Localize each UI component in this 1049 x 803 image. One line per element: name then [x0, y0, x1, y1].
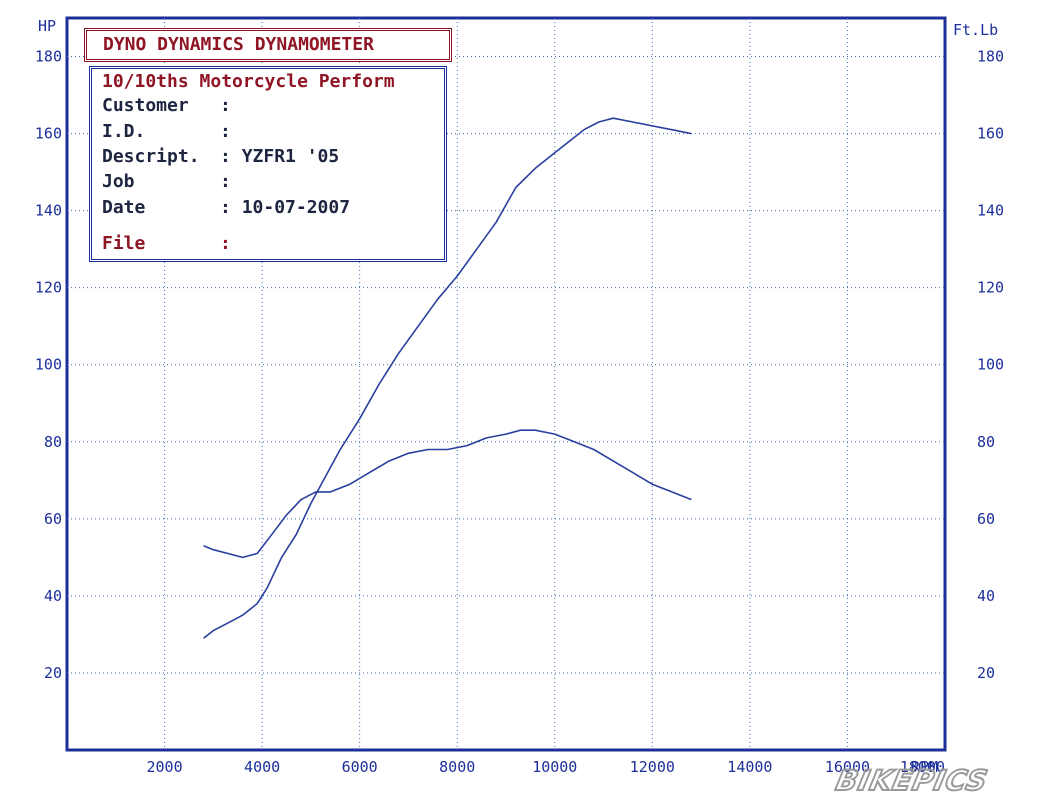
- y-tick-label-right: 100: [977, 356, 1004, 374]
- y-tick-label-left: 80: [44, 433, 62, 451]
- plot-frame: [65, 16, 947, 752]
- x-tick-label: 14000: [727, 758, 772, 776]
- info-label: Job: [102, 171, 135, 192]
- info-sep: :: [220, 121, 231, 142]
- y-tick-label-right: 60: [977, 510, 995, 528]
- y-tick-label-left: 20: [44, 664, 62, 682]
- info-box: DYNO DYNAMICS DYNAMOMETER 10/10ths Motor…: [84, 28, 452, 264]
- y-tick-label-right: 160: [977, 125, 1004, 143]
- y-tick-label-right: 180: [977, 48, 1004, 66]
- info-box-title: DYNO DYNAMICS DYNAMOMETER: [84, 28, 452, 62]
- info-label: Descript.: [102, 146, 200, 167]
- x-tick-label: 12000: [630, 758, 675, 776]
- bikepics-watermark-logo: BIKEPICS: [834, 764, 992, 796]
- info-label: File: [102, 233, 146, 254]
- y-tick-label-left: 60: [44, 510, 62, 528]
- y-axis-label-left: HP: [38, 17, 56, 35]
- x-tick-label: 18000: [900, 758, 945, 776]
- x-tick-label: 2000: [146, 758, 182, 776]
- info-label: I.D.: [102, 121, 146, 142]
- series-line-2: [203, 429, 692, 559]
- y-tick-label-right: 20: [977, 664, 995, 682]
- info-box-details: 10/10ths Motorcycle Perform Customer: I.…: [89, 66, 447, 262]
- y-tick-label-right: 80: [977, 433, 995, 451]
- info-label: Customer: [102, 95, 189, 116]
- x-tick-label: 16000: [825, 758, 870, 776]
- info-sep: :: [220, 146, 231, 167]
- y-tick-label-left: 120: [35, 279, 62, 297]
- info-row-descript: Descript.: YZFR1 '05: [102, 146, 339, 167]
- info-label: Date: [102, 197, 146, 218]
- y-tick-label-left: 40: [44, 587, 62, 605]
- y-tick-label-left: 160: [35, 125, 62, 143]
- x-axis-unit-label: RPM: [911, 758, 938, 776]
- info-row-id: I.D.:: [102, 121, 242, 142]
- y-tick-label-left: 180: [35, 48, 62, 66]
- y-axis-label-right: Ft.Lb: [953, 21, 998, 39]
- info-row-file: File:: [102, 233, 242, 254]
- info-sep: :: [220, 197, 231, 218]
- x-tick-label: 10000: [532, 758, 577, 776]
- info-value: 10-07-2007: [241, 197, 351, 218]
- x-tick-label: 4000: [244, 758, 280, 776]
- info-sep: :: [220, 95, 231, 116]
- info-sep: :: [220, 171, 231, 192]
- info-header: 10/10ths Motorcycle Perform: [102, 71, 395, 92]
- y-tick-label-right: 140: [977, 202, 1004, 220]
- y-tick-label-right: 120: [977, 279, 1004, 297]
- tick-labels: 2000 4000 6000 8000 10000 12000 14000 16000 1800…: [35, 48, 1004, 776]
- info-row-date: Date: 10-07-2007: [102, 197, 350, 218]
- info-value: YZFR1 '05: [241, 146, 340, 167]
- svg-text:BIKEPICS: BIKEPICS: [834, 764, 991, 796]
- y-tick-label-left: 140: [35, 202, 62, 220]
- x-tick-label: 8000: [439, 758, 475, 776]
- info-sep: :: [220, 233, 231, 254]
- y-tick-label-left: 100: [35, 356, 62, 374]
- y-tick-label-right: 40: [977, 587, 995, 605]
- x-tick-label: 6000: [342, 758, 378, 776]
- series-line-1: [203, 117, 692, 639]
- info-row-customer: Customer:: [102, 95, 242, 116]
- series-layer: [203, 117, 692, 639]
- info-row-job: Job:: [102, 171, 242, 192]
